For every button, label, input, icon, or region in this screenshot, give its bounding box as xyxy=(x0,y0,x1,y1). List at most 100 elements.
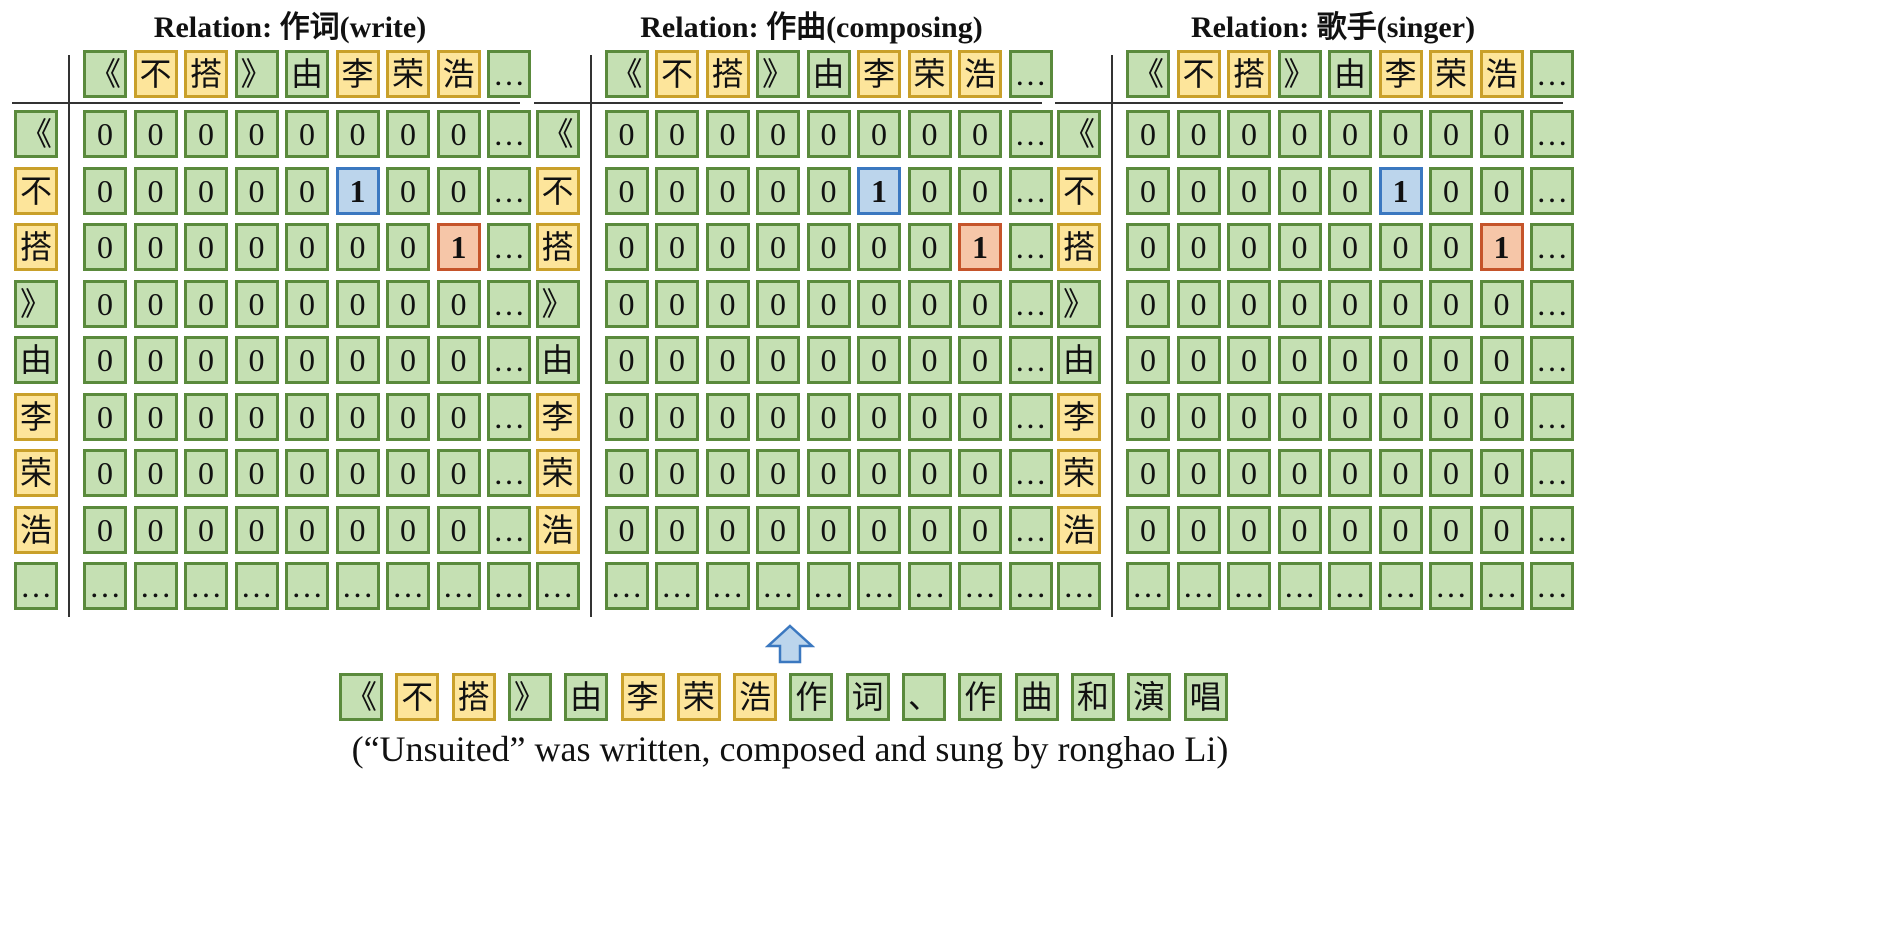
matrix-cell: 0 xyxy=(1176,505,1221,554)
matrix-cell: 0 xyxy=(386,336,430,384)
matrix-cell: 0 xyxy=(184,110,228,158)
matrix-cell-ellipsis: … xyxy=(1008,562,1053,610)
matrix-cell: 0 xyxy=(1176,166,1221,215)
matrix-cell: 0 xyxy=(1126,449,1170,497)
matrix-cell: 0 xyxy=(285,392,329,441)
matrix-cell: 0 xyxy=(83,449,127,497)
matrix-cell: 0 xyxy=(857,336,901,384)
matrix-cell: 0 xyxy=(1126,110,1170,158)
matrix-cell: 0 xyxy=(1378,279,1423,328)
column-token: 不 xyxy=(1176,50,1221,98)
matrix-cell: 0 xyxy=(1126,279,1170,328)
matrix-cell-ellipsis: … xyxy=(1530,336,1574,384)
matrix-cell: 0 xyxy=(234,449,279,497)
column-token: 荣 xyxy=(907,50,952,98)
matrix-cell: 0 xyxy=(234,392,279,441)
matrix-cell: 0 xyxy=(83,110,127,158)
matrix-cell-ellipsis: … xyxy=(1008,166,1053,215)
matrix-cell: 0 xyxy=(1277,505,1322,554)
column-token: 不 xyxy=(655,50,699,98)
matrix-cell-ellipsis: … xyxy=(1530,166,1574,215)
column-token: 》 xyxy=(1277,50,1322,98)
matrix-cell-ellipsis: … xyxy=(907,562,952,610)
matrix-cell: 0 xyxy=(386,279,430,328)
matrix-cell: 0 xyxy=(705,449,750,497)
matrix-cell: 0 xyxy=(756,392,800,441)
matrix-cell: 0 xyxy=(604,223,649,271)
matrix-cell: 0 xyxy=(335,505,380,554)
column-token: 李 xyxy=(335,50,380,98)
matrix-cell: 0 xyxy=(83,505,127,554)
matrix-cell: 0 xyxy=(907,110,952,158)
matrix-cell-ellipsis: … xyxy=(1008,449,1053,497)
matrix-cell: 0 xyxy=(335,449,380,497)
matrix-cell: 0 xyxy=(285,110,329,158)
matrix-cell: 0 xyxy=(386,505,430,554)
matrix-cell: 0 xyxy=(806,449,851,497)
row-token: 不 xyxy=(1057,166,1101,215)
matrix-cell: 0 xyxy=(857,110,901,158)
column-token: 李 xyxy=(1378,50,1423,98)
matrix-cell: 0 xyxy=(184,449,228,497)
matrix-cell: 0 xyxy=(1227,223,1271,271)
matrix-cell: 0 xyxy=(436,279,481,328)
matrix-cell: 0 xyxy=(857,449,901,497)
matrix-cell: 0 xyxy=(604,110,649,158)
matrix-cell: 0 xyxy=(285,505,329,554)
column-token: 由 xyxy=(1328,50,1372,98)
matrix-cell: 0 xyxy=(655,449,699,497)
matrix-cell: 0 xyxy=(335,279,380,328)
matrix-cell-ellipsis: … xyxy=(487,279,531,328)
matrix-cell: 0 xyxy=(1227,505,1271,554)
column-token: 荣 xyxy=(1429,50,1473,98)
matrix-cell: 0 xyxy=(756,279,800,328)
matrix-cell: 0 xyxy=(133,110,178,158)
matrix-cell: 0 xyxy=(285,279,329,328)
matrix-cell-ellipsis: … xyxy=(436,562,481,610)
matrix-cell: 0 xyxy=(1277,449,1322,497)
matrix-cell-ellipsis: … xyxy=(487,166,531,215)
sentence-token: 由 xyxy=(564,673,609,721)
matrix-cell-ellipsis: … xyxy=(958,562,1002,610)
header-divider xyxy=(12,102,520,104)
matrix-cell: 0 xyxy=(907,166,952,215)
matrix-cell: 0 xyxy=(184,505,228,554)
sentence-token: 李 xyxy=(620,673,665,721)
matrix-cell: 0 xyxy=(1277,223,1322,271)
row-token: 荣 xyxy=(1057,449,1101,497)
matrix-cell-ellipsis: … xyxy=(1479,562,1524,610)
column-token: 不 xyxy=(133,50,178,98)
matrix-cell-ellipsis: … xyxy=(487,223,531,271)
matrix-cell: 0 xyxy=(234,223,279,271)
matrix-cell-ellipsis: … xyxy=(655,562,699,610)
matrix-cell-ellipsis: … xyxy=(1176,562,1221,610)
row-token: 浩 xyxy=(14,505,58,554)
matrix-cell-ellipsis: … xyxy=(1008,279,1053,328)
matrix-cell: 0 xyxy=(184,336,228,384)
matrix-cell-ellipsis: … xyxy=(487,562,531,610)
matrix-cell: 0 xyxy=(234,110,279,158)
matrix-cell: 0 xyxy=(1227,392,1271,441)
matrix-cell: 0 xyxy=(234,279,279,328)
up-arrow-icon xyxy=(764,624,816,669)
column-ellipsis: … xyxy=(1530,50,1574,98)
row-token: 荣 xyxy=(14,449,58,497)
header-divider xyxy=(1055,102,1563,104)
matrix-cell: 0 xyxy=(907,392,952,441)
matrix-cell-ellipsis: … xyxy=(1429,562,1473,610)
matrix-cell: 0 xyxy=(1126,392,1170,441)
matrix-cell: 0 xyxy=(133,336,178,384)
sentence-token: 和 xyxy=(1070,673,1115,721)
matrix-cell: 0 xyxy=(857,392,901,441)
matrix-cell-ellipsis: … xyxy=(184,562,228,610)
matrix-cell: 0 xyxy=(83,166,127,215)
matrix-cell: 0 xyxy=(1479,449,1524,497)
row-token: 不 xyxy=(14,166,58,215)
matrix-cell: 0 xyxy=(133,223,178,271)
sentence-token: 荣 xyxy=(676,673,721,721)
matrix-cell: 0 xyxy=(83,392,127,441)
matrix-cell-ellipsis: … xyxy=(1126,562,1170,610)
sentence-token: 作 xyxy=(958,673,1003,721)
matrix-cell: 0 xyxy=(1176,392,1221,441)
sentence-token: 浩 xyxy=(733,673,778,721)
